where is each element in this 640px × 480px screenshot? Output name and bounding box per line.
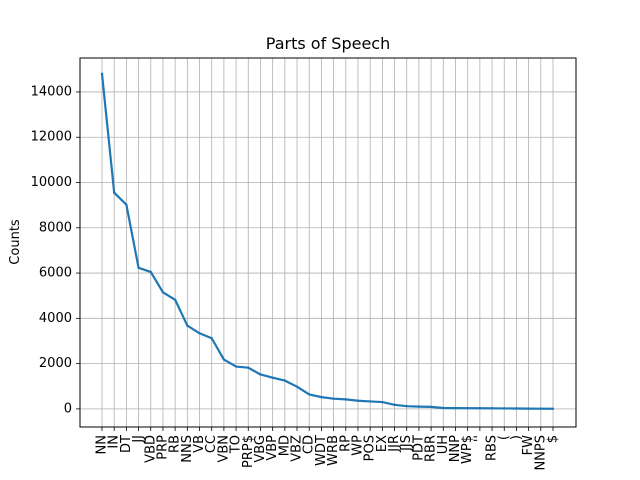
y-tick-label: 2000 bbox=[39, 356, 72, 371]
x-tick-label: UH bbox=[436, 435, 451, 454]
data-point bbox=[381, 400, 384, 404]
data-point bbox=[125, 203, 128, 206]
data-point bbox=[186, 324, 189, 327]
y-tick-label: 6000 bbox=[39, 266, 72, 281]
data-point bbox=[405, 404, 408, 408]
data-point bbox=[271, 376, 274, 379]
data-point bbox=[112, 191, 116, 194]
data-point bbox=[454, 406, 457, 410]
data-point bbox=[356, 399, 360, 402]
x-tick-label: WP bbox=[350, 435, 365, 456]
data-point bbox=[222, 358, 226, 361]
y-axis-ticks: 0 2000 4000 6000 8000 10000 12000 14000 bbox=[31, 84, 80, 416]
x-tick-label: $ bbox=[546, 435, 561, 443]
horizontal-gridlines bbox=[80, 91, 576, 410]
series-lines bbox=[100, 72, 555, 410]
y-tick-label: 10000 bbox=[31, 175, 72, 190]
data-point bbox=[247, 366, 250, 369]
x-tick-label: PDT bbox=[411, 435, 426, 461]
series-line bbox=[100, 72, 555, 410]
data-point bbox=[320, 395, 323, 399]
chart-title: Parts of Speech bbox=[266, 34, 390, 53]
plot-frame bbox=[79, 57, 577, 428]
x-tick-label: NNPS bbox=[533, 435, 548, 471]
x-tick-label: RP bbox=[338, 435, 353, 452]
x-tick-label: DT bbox=[119, 435, 134, 453]
data-point bbox=[149, 270, 152, 274]
x-tick-label: NNS bbox=[180, 435, 195, 463]
data-point bbox=[100, 72, 104, 76]
x-tick-label: VBP bbox=[265, 435, 280, 461]
x-tick-label: VBD bbox=[143, 435, 158, 463]
x-tick-label: RBS bbox=[485, 435, 500, 461]
x-tick-label: PRP bbox=[155, 435, 170, 460]
y-tick-label: 14000 bbox=[31, 84, 72, 99]
x-tick-label: WRB bbox=[326, 435, 341, 466]
data-point bbox=[259, 373, 262, 376]
data-point bbox=[198, 332, 201, 335]
y-tick-label: 12000 bbox=[31, 130, 72, 145]
x-tick-label: JJS bbox=[399, 435, 414, 452]
y-axis-label: Counts bbox=[8, 219, 23, 265]
data-point bbox=[551, 407, 555, 410]
data-point bbox=[429, 405, 433, 409]
x-tick-label: WP$ bbox=[460, 435, 475, 464]
data-point bbox=[478, 407, 482, 410]
data-point bbox=[308, 393, 311, 396]
data-point bbox=[332, 397, 335, 400]
data-point bbox=[161, 291, 165, 294]
data-point bbox=[539, 407, 543, 410]
vertical-gridlines bbox=[101, 58, 554, 427]
data-point bbox=[137, 266, 140, 270]
x-tick-label: CD bbox=[302, 435, 317, 454]
data-point bbox=[515, 407, 518, 410]
x-tick-label: VBG bbox=[253, 435, 268, 463]
x-tick-label: NN bbox=[95, 435, 110, 454]
x-tick-label: ) bbox=[509, 435, 524, 440]
data-point bbox=[503, 407, 506, 410]
x-tick-label: FW bbox=[521, 435, 536, 455]
data-point bbox=[490, 407, 494, 410]
x-tick-label: VBN bbox=[216, 435, 231, 463]
x-tick-label: CC bbox=[204, 435, 219, 453]
x-tick-label: IN bbox=[107, 435, 122, 449]
x-tick-label: ( bbox=[497, 435, 512, 440]
x-tick-label: JJ bbox=[131, 435, 146, 444]
x-tick-label: EX bbox=[375, 435, 390, 452]
data-point bbox=[295, 385, 299, 388]
y-tick-label: 0 bbox=[64, 401, 72, 416]
data-point bbox=[210, 337, 213, 340]
x-tick-label: POS bbox=[363, 435, 378, 461]
data-point bbox=[466, 407, 469, 410]
data-point bbox=[173, 298, 177, 301]
x-tick-label: JJR bbox=[387, 435, 402, 453]
x-tick-label: VB bbox=[192, 435, 207, 453]
x-tick-label: RB bbox=[168, 435, 183, 453]
x-tick-label: NNP bbox=[448, 435, 463, 462]
x-tick-label: TO bbox=[229, 435, 244, 454]
x-tick-label: '' bbox=[472, 435, 487, 442]
data-point bbox=[368, 400, 372, 403]
y-tick-label: 4000 bbox=[39, 311, 72, 326]
data-point bbox=[417, 405, 421, 408]
x-tick-label: PRP$ bbox=[241, 435, 256, 468]
data-point bbox=[344, 398, 347, 401]
x-tick-label: VBZ bbox=[290, 435, 305, 462]
data-point bbox=[283, 379, 287, 382]
x-tick-label: WDT bbox=[314, 435, 329, 466]
x-axis-ticks: NNINDTJJVBDPRPRBNNSVBCCVBNTOPRP$VBGVBPMD… bbox=[95, 427, 561, 471]
data-point bbox=[442, 406, 445, 410]
y-tick-label: 8000 bbox=[39, 220, 72, 235]
x-tick-label: RBR bbox=[424, 435, 439, 462]
data-point bbox=[234, 365, 238, 368]
data-point bbox=[527, 407, 530, 410]
data-point bbox=[393, 403, 396, 407]
x-tick-label: MD bbox=[277, 435, 292, 456]
